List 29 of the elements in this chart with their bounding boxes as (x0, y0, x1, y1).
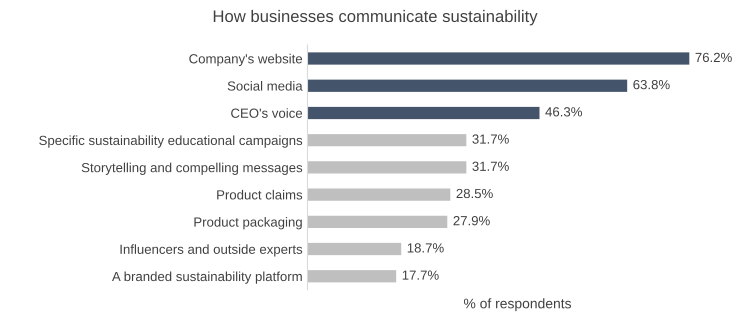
bar (308, 270, 396, 282)
bar (308, 188, 450, 201)
chart-title: How businesses communicate sustainability (214, 10, 538, 26)
data-label: 28.5% (456, 188, 493, 198)
bar (308, 52, 690, 65)
bar (308, 106, 540, 120)
y-tick-label: Product packaging (194, 217, 302, 230)
data-label: 76.2% (696, 52, 732, 62)
data-label: 18.7% (408, 243, 444, 253)
data-label: 27.9% (454, 216, 490, 226)
data-label: 46.3% (545, 107, 582, 117)
y-tick-label: Product claims (217, 190, 302, 200)
y-tick-label: Company's website (189, 54, 302, 66)
y-tick-label: Storytelling and compelling messages (82, 162, 302, 175)
y-tick-label: Specific sustainability educational campaigns (39, 135, 302, 148)
y-tick-label: Social media (228, 80, 303, 91)
x-axis-title: % of respondents (464, 298, 572, 312)
bar (308, 216, 448, 228)
data-label: 17.7% (402, 270, 439, 280)
data-label: 63.8% (633, 80, 670, 90)
bar (308, 134, 466, 146)
data-label: 31.7% (472, 162, 509, 171)
bar (308, 161, 466, 174)
y-tick-label: Influencers and outside experts (120, 244, 302, 257)
bar (308, 80, 628, 92)
y-tick-label: A branded sustainability platform (112, 271, 302, 284)
y-tick-label: CEO's voice (231, 108, 302, 118)
data-label: 31.7% (472, 134, 509, 144)
bar (308, 242, 402, 256)
